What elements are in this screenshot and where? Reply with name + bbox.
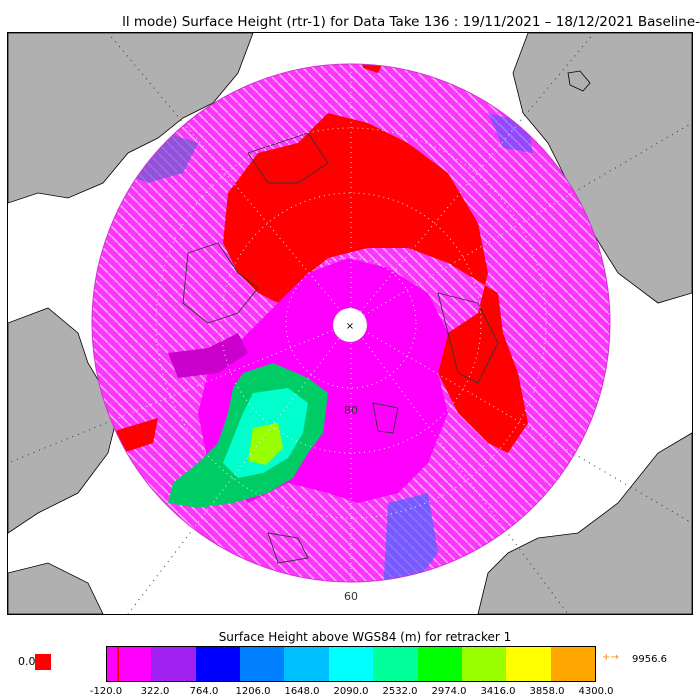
map-title: ll mode) Surface Height (rtr-1) for Data… xyxy=(122,14,700,30)
colorbar-segment xyxy=(151,647,196,681)
colorbar-title: Surface Height above WGS84 (m) for retra… xyxy=(218,630,512,644)
colorbar xyxy=(106,646,596,682)
polar-map: × 80 60 xyxy=(7,32,693,615)
latitude-label-60: 60 xyxy=(344,590,358,603)
pole-hole xyxy=(332,307,368,343)
colorbar-tick-label: 2090.0 xyxy=(333,686,369,697)
land-masses xyxy=(8,33,692,614)
colorbar-tick-label: 1648.0 xyxy=(284,686,320,697)
colorbar-segment xyxy=(373,647,418,681)
colorbar-tick-label: 2974.0 xyxy=(431,686,467,697)
nodata-swatch xyxy=(35,654,51,670)
nodata-label: 0.0 xyxy=(18,655,36,668)
colorbar-tick-label: -120.0 xyxy=(89,686,123,697)
colorbar-tick-label: 3858.0 xyxy=(529,686,565,697)
colorbar-segment xyxy=(240,647,285,681)
colorbar-tick-label: 3416.0 xyxy=(480,686,516,697)
colorbar-segment xyxy=(107,647,152,681)
colorbar-tick-label: 4300.0 xyxy=(578,686,614,697)
overflow-arrow: +→ xyxy=(602,652,619,663)
colorbar-segment xyxy=(461,647,507,681)
colorbar-tick-label: 322.0 xyxy=(140,686,170,697)
colorbar-segment xyxy=(284,647,329,681)
colorbar-tick-label: 1206.0 xyxy=(235,686,271,697)
polar-stereographic-map: × 80 60 xyxy=(8,33,692,614)
pole-marker: × xyxy=(346,321,354,332)
colorbar-segment xyxy=(506,647,551,681)
colorbar-tick-label: 764.0 xyxy=(189,686,219,697)
colorbar-segment xyxy=(195,647,241,681)
colorbar-tick-label: 2532.0 xyxy=(382,686,418,697)
colorbar-segment xyxy=(417,647,462,681)
colorbar-segment xyxy=(550,647,595,681)
overflow-value: 9956.6 xyxy=(632,654,667,665)
colorbar-segment xyxy=(328,647,374,681)
latitude-label-80: 80 xyxy=(344,404,358,417)
colorbar-low-marker xyxy=(117,647,119,681)
